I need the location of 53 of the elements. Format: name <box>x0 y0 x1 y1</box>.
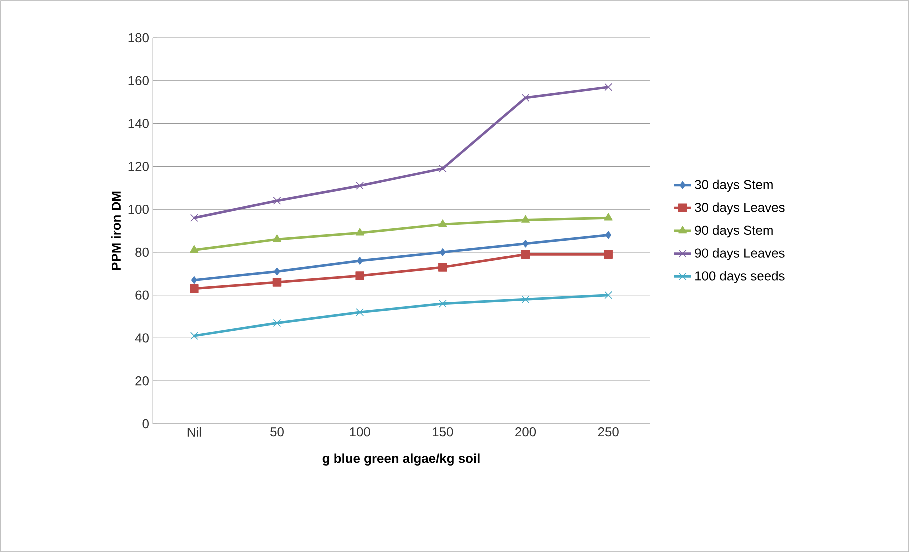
point <box>604 83 613 92</box>
point <box>190 332 198 340</box>
legend-label: 90 days Leaves <box>695 248 785 260</box>
point <box>604 213 613 221</box>
point <box>357 257 364 265</box>
legend-label: 90 days Stem <box>695 226 773 238</box>
point <box>191 276 198 284</box>
y-tick-label: 20 <box>136 376 149 386</box>
point <box>604 291 613 300</box>
point <box>606 231 612 240</box>
y-tick-label: 120 <box>128 162 149 172</box>
y-axis-title: PPM iron DM <box>112 192 122 270</box>
point <box>356 272 364 280</box>
point <box>190 214 198 222</box>
point <box>439 300 447 308</box>
legend-label: 100 days seeds <box>696 271 785 284</box>
legend-label: 30 days Leaves <box>695 202 785 215</box>
point <box>274 268 280 276</box>
point <box>440 248 446 256</box>
y-tick-label: 180 <box>128 33 149 43</box>
x-axis-title: g blue green algae/kg soil <box>322 454 480 466</box>
point <box>356 228 364 236</box>
x-tick-label: 50 <box>270 428 284 437</box>
x-tick-label: 250 <box>598 428 619 437</box>
point <box>521 215 530 223</box>
y-tick-label: 140 <box>128 119 149 128</box>
point <box>190 284 199 294</box>
point <box>522 240 529 248</box>
point <box>190 245 199 253</box>
y-tick-label: 80 <box>136 248 149 258</box>
y-tick-label: 60 <box>136 290 149 300</box>
point <box>273 197 282 205</box>
x-tick-label: 150 <box>433 428 454 437</box>
x-tick-label: Nil <box>188 428 202 437</box>
point <box>521 250 530 259</box>
point <box>356 182 364 190</box>
point <box>439 164 447 173</box>
point <box>522 296 530 304</box>
point <box>356 308 364 316</box>
point <box>272 234 282 242</box>
y-tick-label: 0 <box>142 419 149 429</box>
y-tick-label: 160 <box>128 76 149 86</box>
point <box>438 263 448 272</box>
point <box>522 94 530 102</box>
y-tick-label: 40 <box>135 334 149 343</box>
x-tick-label: 200 <box>516 428 536 437</box>
y-tick-label: 100 <box>128 204 149 214</box>
legend-label: 30 days Stem <box>695 180 773 192</box>
point <box>604 250 613 259</box>
point <box>273 319 282 328</box>
x-tick-label: 100 <box>350 428 370 437</box>
point <box>272 278 282 287</box>
point <box>438 220 448 228</box>
